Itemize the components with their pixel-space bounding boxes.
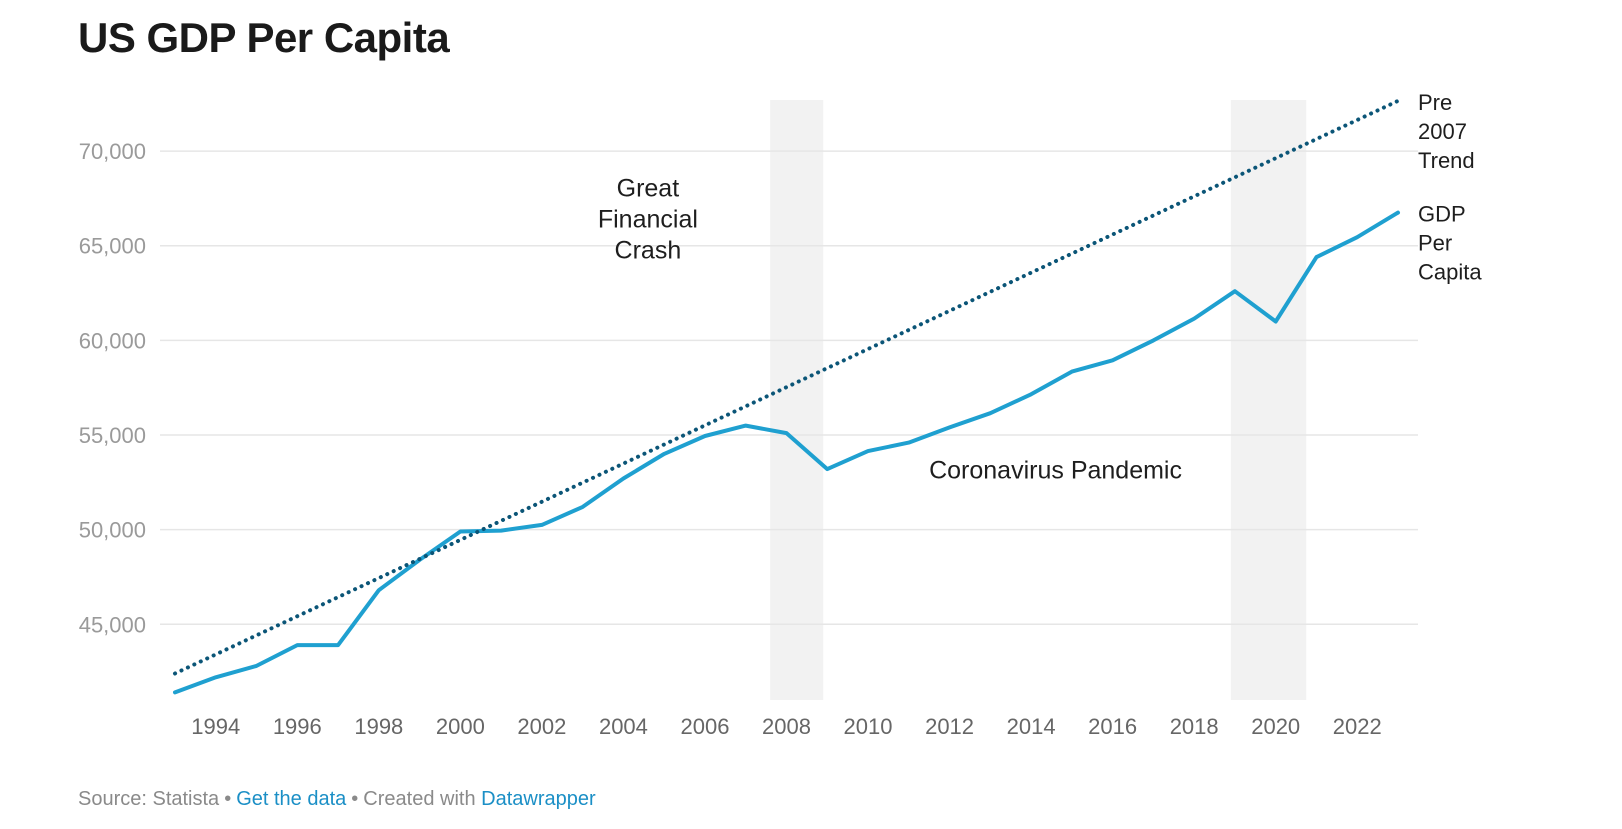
x-tick-label: 1994 xyxy=(191,714,240,739)
annotation: Coronavirus Pandemic xyxy=(929,457,1182,485)
y-tick-label: 60,000 xyxy=(79,328,146,353)
x-tick-label: 2002 xyxy=(517,714,566,739)
gdp-line xyxy=(173,210,1400,695)
annotation: Great Financial Crash xyxy=(598,175,698,265)
x-tick-label: 2016 xyxy=(1088,714,1137,739)
x-tick-label: 2022 xyxy=(1333,714,1382,739)
footer: Source: Statista • Get the data • Created wi… xyxy=(78,788,596,811)
recession-shading xyxy=(770,100,1307,700)
datawrapper-link[interactable]: Datawrapper xyxy=(481,788,596,810)
source-text: Source: Statista xyxy=(78,788,220,810)
x-tick-label: 2006 xyxy=(680,714,729,739)
y-tick-label: 55,000 xyxy=(79,423,146,448)
x-tick-label: 2014 xyxy=(1007,714,1056,739)
x-tick-label: 1998 xyxy=(354,714,403,739)
series-lines xyxy=(173,98,1400,695)
series-labels: GDP Per Capita Pre 2007 Trend xyxy=(1418,90,1482,285)
x-tick-label: 2004 xyxy=(599,714,648,739)
get-data-link[interactable]: Get the data xyxy=(236,788,347,810)
y-tick-label: 70,000 xyxy=(79,139,146,164)
footer-separator: • xyxy=(351,788,359,810)
y-axis-ticks: 45,000 50,000 55,000 60,000 65,000 70,000 xyxy=(79,139,146,637)
chart-title: US GDP Per Capita xyxy=(78,14,450,61)
y-tick-label: 65,000 xyxy=(79,234,146,259)
x-axis-ticks: 1994 1996 1998 2000 2002 2004 2006 2008 2010 2012… xyxy=(191,714,1381,739)
footer-separator: • xyxy=(224,788,232,810)
trend-series-label: Pre 2007 Trend xyxy=(1418,90,1475,173)
x-tick-label: 2008 xyxy=(762,714,811,739)
x-tick-label: 2000 xyxy=(436,714,485,739)
x-tick-label: 2020 xyxy=(1251,714,1300,739)
gdp-series-label: GDP Per Capita xyxy=(1418,202,1482,285)
trend-line xyxy=(173,98,1400,676)
annotations: Great Financial Crash Coronavirus Pandemic xyxy=(598,175,1182,485)
x-tick-label: 2010 xyxy=(844,714,893,739)
recession-band xyxy=(770,100,824,700)
created-with-text: Created with xyxy=(363,788,476,810)
recession-band xyxy=(1230,100,1307,700)
line-chart: 45,000 50,000 55,000 60,000 65,000 70,000 199… xyxy=(79,90,1483,739)
x-tick-label: 1996 xyxy=(273,714,322,739)
x-tick-label: 2018 xyxy=(1170,714,1219,739)
y-tick-label: 45,000 xyxy=(79,612,146,637)
y-tick-label: 50,000 xyxy=(79,518,146,543)
x-tick-label: 2012 xyxy=(925,714,974,739)
